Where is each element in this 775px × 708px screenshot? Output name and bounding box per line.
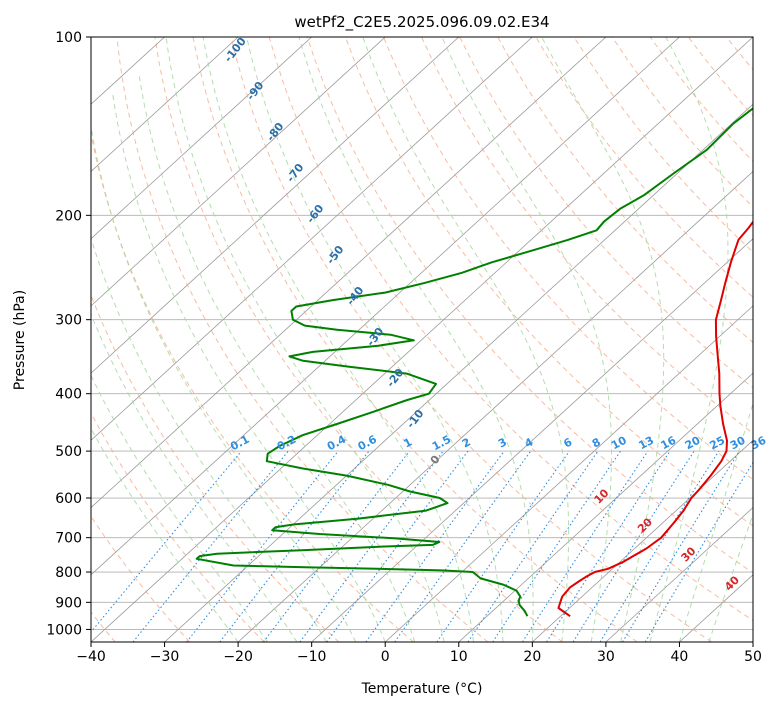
moist-adiabat-line [91,427,239,642]
moist-adiabat-line [246,37,504,642]
isotherm-line [752,641,753,642]
mixing-ratio-line [394,450,532,642]
y-tick-label: 800 [55,565,82,581]
y-tick-label: 400 [55,387,82,403]
y-tick-label: 700 [55,531,82,547]
x-tick-label: 50 [744,649,762,665]
isotherm-line [91,37,460,374]
x-tick-label: −30 [150,649,180,665]
y-axis-label: Pressure (hPa) [12,290,28,390]
dry-adiabat-line [91,293,340,642]
isotherm-line [91,37,386,307]
x-axis-label: Temperature (°C) [361,681,483,697]
x-tick-label: −10 [297,649,327,665]
mixing-ratio-line [299,450,444,642]
y-tick-label: 1000 [46,622,82,638]
moist-adiabat-line [112,94,386,642]
isotherm-line [605,507,753,642]
moist-adiabat-line [91,374,268,642]
isotherm-line [91,37,239,172]
moist-adiabat-line [678,401,753,642]
y-tick-label: 900 [55,595,82,611]
mixing-ratio-line [91,450,242,633]
x-tick-label: 0 [381,649,390,665]
dry-adiabat-line [154,37,563,642]
moist-adiabat-line [362,37,570,642]
mixing-ratio-line [326,450,469,642]
dry-adiabat-line [459,37,753,389]
mixing-ratio-label: 25 [707,434,727,453]
x-tick-label: 40 [671,649,689,665]
mixing-ratio-label: 36 [749,434,769,453]
mixing-ratio-line [599,450,720,642]
x-tick-label: −20 [223,649,253,665]
x-tick-label: 30 [597,649,615,665]
mixing-ratio-label: 16 [659,434,679,453]
mixing-ratio-label: 20 [683,434,703,453]
isotherm-line [458,372,753,642]
moist-adiabat-line [441,37,612,642]
dry-adiabat-line [306,37,753,574]
mixing-ratio-line [365,450,505,642]
isotherm-line [91,37,533,441]
moist-adiabat-line [649,37,729,642]
mixing-ratio-label: 13 [636,434,656,453]
dry-adiabat-line [230,37,713,642]
mixing-ratio-line [132,450,289,642]
moist-adiabat-line [165,37,445,642]
y-tick-label: 500 [55,444,82,460]
mixing-ratio-line [522,450,649,642]
y-tick-label: 300 [55,313,82,329]
isotherm-line [91,37,312,240]
x-tick-label: 20 [523,649,541,665]
moist-adiabat-line [202,37,474,642]
temperature-profile-line [557,220,753,618]
moist-adiabat-line [138,72,416,642]
dry-adiabat-line [497,37,753,344]
mixing-ratio-line [263,450,410,642]
dry-adiabat-line [91,412,265,642]
moist-adiabat-line [91,123,357,642]
moist-adiabat-line [91,312,298,642]
moist-adiabat-line [298,37,534,642]
mixing-ratio-line [186,450,339,642]
y-tick-label: 600 [55,491,82,507]
mixing-ratio-line [436,450,570,642]
isotherm-line [91,37,753,642]
mixing-ratio-line [492,450,622,642]
mixing-ratio-line [622,450,740,642]
x-tick-label: 10 [450,649,468,665]
moist-adiabat-line [91,236,327,642]
chart-title: wetPf2_C2E5.2025.096.09.02.E34 [294,13,549,32]
isotherm-line [164,103,753,642]
dry-adiabat-line [192,37,638,642]
dry-adiabat-line [91,515,191,642]
y-tick-label: 100 [55,30,82,46]
dry-adiabat-line [268,37,753,622]
plot-frame [90,36,754,643]
x-tick-label: −40 [76,649,106,665]
isotherm-line [237,170,753,642]
dry-adiabat-line [91,131,414,642]
dry-adiabat-line [116,37,489,642]
mixing-ratio-label: 10 [609,433,629,452]
isotherm-line [532,439,753,642]
dewpoint-profile-line [195,107,753,617]
mixing-ratio-line [572,450,695,642]
isotherm-line [91,37,680,576]
isotherm-line [91,37,607,509]
mixing-ratio-line [546,450,671,642]
mixing-ratio-line [467,450,599,642]
dry-adiabat-line [765,37,775,642]
mixing-ratio-label: 30 [728,434,748,453]
y-tick-label: 200 [55,208,82,224]
